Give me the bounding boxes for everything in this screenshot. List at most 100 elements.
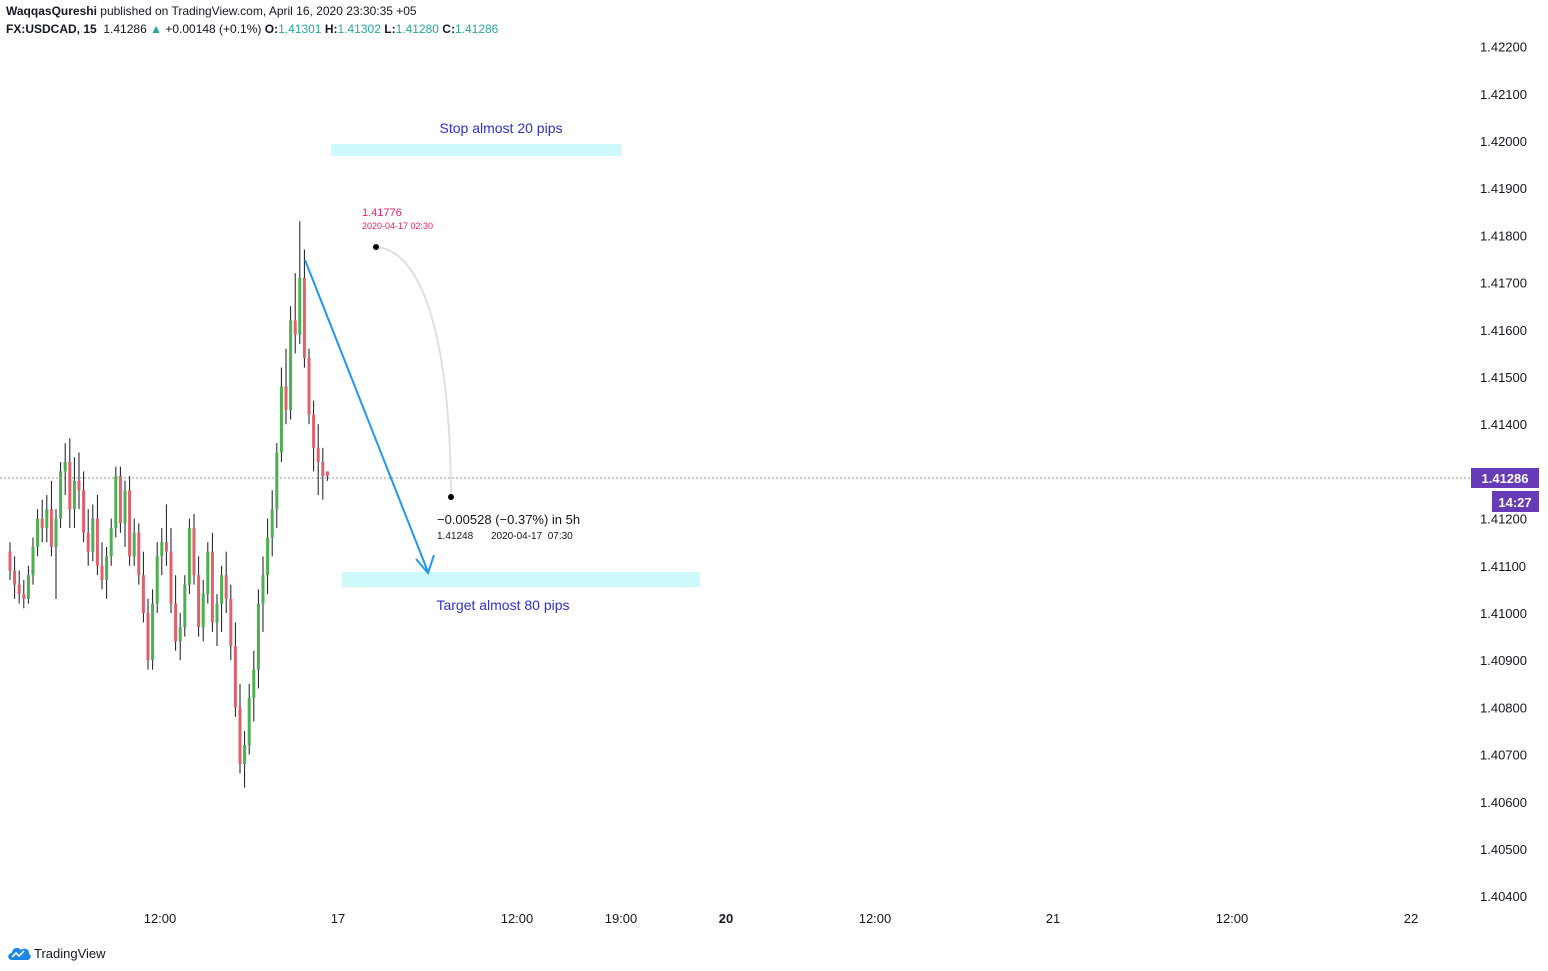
price-tick-label: 1.41800 xyxy=(1480,228,1527,243)
candle-body[interactable] xyxy=(8,551,12,571)
price-axis[interactable]: 1.42200 1.42100 1.42000 1.41900 1.41800 1.417… xyxy=(1480,40,1527,905)
candle-body[interactable] xyxy=(45,509,49,529)
candle-body[interactable] xyxy=(146,613,150,661)
candle-body[interactable] xyxy=(68,461,72,510)
candle-body[interactable] xyxy=(238,707,242,765)
price-tick-label: 1.41700 xyxy=(1480,276,1527,291)
candle-body[interactable] xyxy=(54,518,58,547)
high-value: 1.41302 xyxy=(337,22,381,36)
candle-body[interactable] xyxy=(31,546,35,576)
candle-body[interactable] xyxy=(141,575,145,613)
stop-zone[interactable] xyxy=(331,144,621,156)
candle-body[interactable] xyxy=(220,575,224,604)
time-axis[interactable]: 12:00 17 12:00 19:00 20 12:00 21 12:00 22 xyxy=(144,911,1419,926)
candle-body[interactable] xyxy=(155,556,159,604)
candle-body[interactable] xyxy=(229,598,233,647)
candle-body[interactable] xyxy=(151,603,155,661)
candle-body[interactable] xyxy=(82,490,86,533)
candle-body[interactable] xyxy=(183,584,187,628)
symbol-label[interactable]: FX:USDCAD, 15 xyxy=(6,22,97,36)
candle-body[interactable] xyxy=(256,603,260,670)
price-change: +0.00148 (+0.1%) xyxy=(165,22,262,36)
low-label: L: xyxy=(384,22,396,36)
candle-body[interactable] xyxy=(215,603,219,623)
candlestick-series[interactable] xyxy=(8,221,329,788)
candle-body[interactable] xyxy=(137,532,141,576)
candle-body[interactable] xyxy=(22,594,26,599)
candle-body[interactable] xyxy=(36,518,40,547)
forecast-arrow[interactable] xyxy=(304,259,435,575)
author-name[interactable]: WaqqasQureshi xyxy=(6,4,97,18)
candle-body[interactable] xyxy=(316,447,320,462)
candle-body[interactable] xyxy=(284,386,288,411)
candle-body[interactable] xyxy=(77,480,81,491)
candle-body[interactable] xyxy=(169,551,173,604)
candle-body[interactable] xyxy=(302,277,306,359)
measure-curve[interactable] xyxy=(375,246,452,496)
candle-body[interactable] xyxy=(49,509,53,547)
candle-body[interactable] xyxy=(197,575,201,628)
candle-body[interactable] xyxy=(325,471,329,477)
candle-body[interactable] xyxy=(114,476,118,529)
publish-line: WaqqasQureshi published on TradingView.c… xyxy=(6,4,417,18)
candle-body[interactable] xyxy=(40,518,44,529)
candle-body[interactable] xyxy=(210,551,214,623)
price-tick-label: 1.41600 xyxy=(1480,323,1527,338)
candle-body[interactable] xyxy=(252,669,256,698)
candle-body[interactable] xyxy=(178,627,182,642)
candle-body[interactable] xyxy=(72,480,76,510)
candle-body[interactable] xyxy=(160,542,164,557)
candle-body[interactable] xyxy=(206,551,210,595)
candle-body[interactable] xyxy=(279,386,283,453)
candle-body[interactable] xyxy=(86,532,90,552)
candle-body[interactable] xyxy=(192,528,196,576)
time-tick-label: 21 xyxy=(1046,911,1060,926)
point-b-price: 1.41248 xyxy=(437,531,474,542)
close-value: 1.41286 xyxy=(454,22,499,36)
candle-body[interactable] xyxy=(233,646,237,708)
price-tick-label: 1.42000 xyxy=(1480,134,1527,149)
candle-body[interactable] xyxy=(270,509,274,538)
candle-body[interactable] xyxy=(128,490,132,557)
price-tick-label: 1.40800 xyxy=(1480,700,1527,715)
candle-body[interactable] xyxy=(187,528,191,585)
price-tick-label: 1.40900 xyxy=(1480,653,1527,668)
candle-body[interactable] xyxy=(224,575,228,599)
candle-body[interactable] xyxy=(289,320,293,411)
candle-body[interactable] xyxy=(243,745,247,765)
candle-body[interactable] xyxy=(123,490,127,524)
candle-body[interactable] xyxy=(275,452,279,510)
candle-body[interactable] xyxy=(91,518,95,552)
candle-body[interactable] xyxy=(247,697,251,746)
candle-body[interactable] xyxy=(312,414,316,448)
candle-body[interactable] xyxy=(201,594,205,628)
measure-point-b[interactable] xyxy=(448,494,454,500)
candle-body[interactable] xyxy=(95,518,99,566)
candle-body[interactable] xyxy=(321,461,325,477)
candle-body[interactable] xyxy=(63,461,67,472)
candle-body[interactable] xyxy=(293,320,297,335)
candle-body[interactable] xyxy=(105,556,109,580)
candle-body[interactable] xyxy=(17,584,21,595)
candle-body[interactable] xyxy=(26,575,30,599)
candle-body[interactable] xyxy=(100,565,104,580)
point-b-time: 2020-04-17 07:30 xyxy=(491,531,573,542)
candle-body[interactable] xyxy=(13,570,17,585)
ohlc-line: FX:USDCAD, 15 1.41286 ▲ +0.00148 (+0.1%)… xyxy=(6,22,498,36)
point-a-time: 2020-04-17 02:30 xyxy=(362,221,433,231)
candle-body[interactable] xyxy=(261,575,265,604)
time-tick-label: 12:00 xyxy=(501,911,534,926)
measure-point-a[interactable] xyxy=(373,244,379,250)
candle-body[interactable] xyxy=(118,476,122,524)
candle-body[interactable] xyxy=(132,532,136,557)
candle-body[interactable] xyxy=(266,537,270,576)
candle-body[interactable] xyxy=(174,603,178,642)
tradingview-logo[interactable]: TradingView xyxy=(6,943,106,963)
candle-body[interactable] xyxy=(298,277,302,335)
candle-body[interactable] xyxy=(164,542,168,552)
candle-body[interactable] xyxy=(59,471,63,519)
candle-body[interactable] xyxy=(307,358,311,415)
target-zone[interactable] xyxy=(342,572,700,587)
candle-body[interactable] xyxy=(109,528,113,557)
